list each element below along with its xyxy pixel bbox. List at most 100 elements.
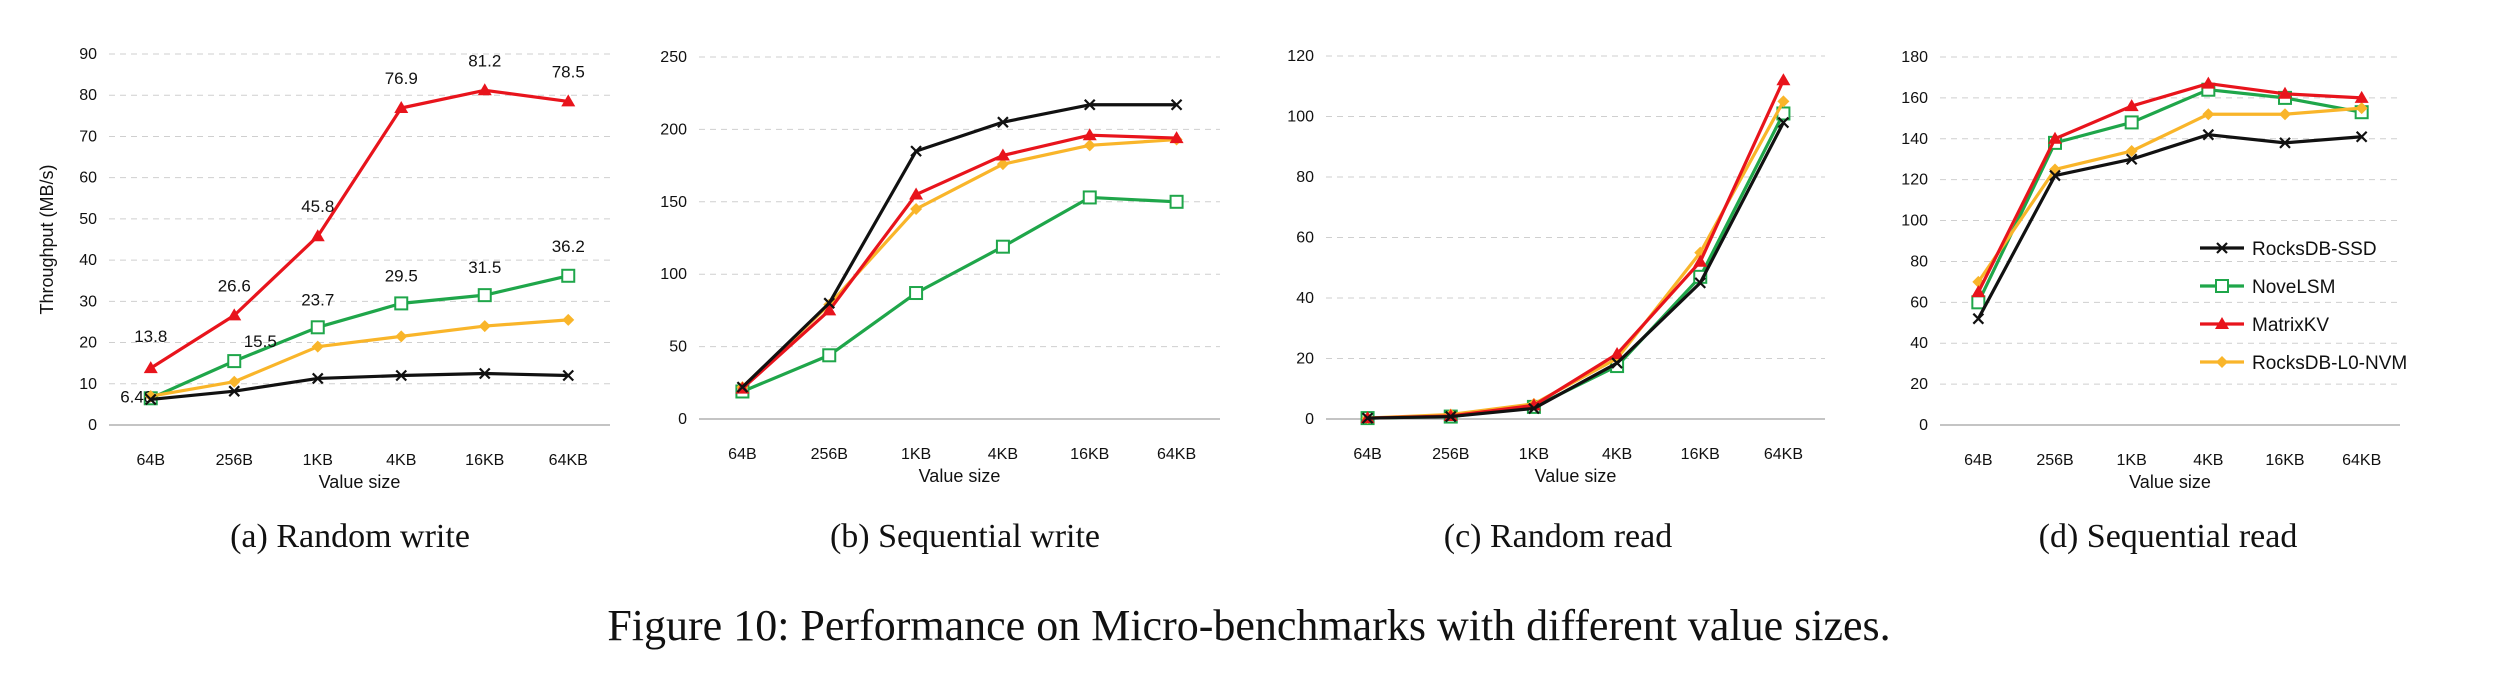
y-tick-label: 80 [1910,253,1928,270]
series-novelsm [1971,82,2369,310]
x-tick-label: 4KB [2193,452,2223,469]
x-tick-label: 64B [137,452,165,469]
x-tick-label: 1KB [1519,446,1549,463]
x-tick-label: 16KB [2265,452,2304,469]
legend-marker [2216,356,2228,368]
data-point-novelsm [2124,115,2139,130]
data-point-rocksdb-l0-nvm [2355,102,2368,115]
legend-label: RocksDB-SSD [2252,239,2377,260]
data-label: 6.48 [120,387,153,406]
data-point-rocksdb-ssd [1694,277,1707,289]
data-point-matrixkv [1693,254,1708,267]
series-novelsm [735,190,1184,399]
data-point-matrixkv [2278,86,2292,99]
data-point-rocksdb-l0-nvm [228,375,241,388]
series-line-rocksdb-l0-nvm [150,318,569,398]
data-point-rocksdb-ssd [823,297,836,309]
series-line-rocksdb-ssd [1976,133,2362,320]
series-novelsm [143,268,576,406]
series-matrixkv [1360,73,1791,424]
data-point-rocksdb-ssd [311,372,324,385]
data-point-rocksdb-l0-nvm [996,158,1009,171]
data-point-rocksdb-l0-nvm [910,203,923,216]
data-point-rocksdb-l0-nvm [1972,275,1985,288]
data-point-rocksdb-l0-nvm [311,340,324,353]
series-line-matrixkv [149,88,569,370]
y-tick-label: 60 [1910,294,1928,311]
y-tick-label: 0 [88,417,97,434]
y-tick-label: 40 [1910,335,1928,352]
data-label: 36.2 [552,237,585,256]
data-point-rocksdb-ssd [144,393,157,406]
data-point-novelsm [1971,295,1986,310]
data-point-matrixkv [1169,131,1184,144]
series-rocksdb-ssd [1361,116,1790,424]
x-tick-label: 16KB [1070,446,1109,463]
y-tick-label: 120 [1287,48,1314,65]
y-tick-label: 80 [79,87,97,104]
data-point-rocksdb-ssd [1528,402,1540,415]
y-tick-label: 70 [79,128,97,145]
y-tick-label: 100 [660,266,687,283]
x-tick-label: 4KB [988,446,1018,463]
series-rocksdb-l0-nvm [144,313,575,403]
data-label: 15.5 [244,332,277,351]
data-point-novelsm [1082,190,1097,205]
x-tick-label: 1KB [2117,452,2147,469]
series-rocksdb-ssd [144,367,575,406]
data-point-matrixkv [2124,99,2139,112]
series-line-novelsm [150,274,569,400]
data-point-rocksdb-ssd [1083,99,1096,111]
y-tick-label: 100 [1901,213,1928,230]
series-line-rocksdb-ssd [150,371,569,402]
data-point-matrixkv [822,303,837,316]
data-point-rocksdb-ssd [736,381,749,393]
y-tick-label: 20 [1910,376,1928,393]
x-tick-label: 4KB [1602,446,1632,463]
caption-random-read: (c) Random read [1443,518,1673,555]
x-tick-label: 64B [1353,446,1381,463]
legend-marker [2215,279,2229,293]
x-axis-label: Value size [319,472,401,492]
y-tick-label: 40 [1296,290,1314,307]
data-label: 76.9 [385,69,418,88]
caption-sequential-read: (d) Sequential read [2038,518,2298,555]
x-tick-label: 16KB [465,452,504,469]
data-point-matrixkv [227,308,242,321]
data-point-novelsm [561,268,576,283]
data-point-rocksdb-ssd [2202,128,2215,141]
data-label: 31.5 [468,258,501,277]
data-point-matrixkv [394,101,409,114]
x-axis-label: Value size [919,466,1001,486]
data-point-rocksdb-l0-nvm [1777,95,1790,108]
x-axis-label: Value size [2129,472,2211,492]
x-tick-label: 64B [728,446,756,463]
series-rocksdb-l0-nvm [736,133,1183,394]
x-tick-label: 64B [1964,452,1992,469]
x-tick-label: 64KB [2342,452,2381,469]
x-tick-label: 64KB [549,452,588,469]
data-point-rocksdb-ssd [1777,116,1790,129]
chart-random-write: 0 10 20 30 40 50 60 70 80 90 64B 256B 1KB 4KB 16KB 64KB… [37,46,610,492]
series-line-rocksdb-l0-nvm [1367,100,1785,420]
data-point-rocksdb-ssd [2355,130,2368,143]
data-point-rocksdb-ssd [910,145,922,157]
data-point-matrixkv [561,94,576,107]
y-tick-label: 10 [79,376,97,393]
x-tick-label: 1KB [901,446,931,463]
series-line-novelsm [741,195,1177,393]
series-line-novelsm [1367,112,1785,420]
data-point-matrixkv [995,148,1010,161]
data-point-rocksdb-ssd [2279,137,2291,149]
series-line-rocksdb-ssd [741,103,1177,389]
series-line-rocksdb-ssd [1367,121,1785,420]
data-point-matrixkv [2201,76,2216,89]
data-point-rocksdb-l0-nvm [2279,108,2291,121]
data-point-rocksdb-ssd [997,116,1009,128]
series-matrixkv [1971,76,2369,298]
data-point-novelsm [909,286,924,301]
x-tick-label: 64KB [1157,446,1196,463]
data-label: 23.7 [301,290,334,309]
y-tick-label: 50 [79,211,97,228]
y-tick-label: 0 [678,411,687,428]
